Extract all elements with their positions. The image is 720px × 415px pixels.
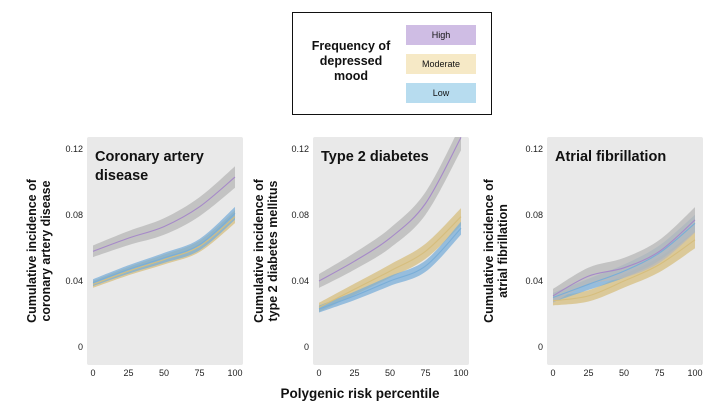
y-tick-label: 0.08 xyxy=(525,210,543,220)
ci-band-high xyxy=(93,166,235,258)
y-axis-label: Cumulative incidence of xyxy=(25,178,39,323)
y-tick-label: 0.12 xyxy=(291,144,309,154)
legend-title-line: Frequency of xyxy=(311,39,391,53)
y-axis-label: Cumulative incidence of xyxy=(482,178,496,323)
y-tick-label: 0.04 xyxy=(291,276,309,286)
plot-area xyxy=(92,166,236,288)
series-line-low xyxy=(318,227,462,310)
chart-panel: 0 0.04 0.08 0.12 0 25 50 75 100 Coronary artery di… xyxy=(25,137,243,378)
x-tick-label: 25 xyxy=(123,368,133,378)
y-tick-label: 0.04 xyxy=(65,276,83,286)
x-tick-label: 0 xyxy=(90,368,95,378)
panel-title: Atrial fibrillation xyxy=(555,149,666,165)
series-line-high xyxy=(552,219,696,297)
x-tick-label: 25 xyxy=(349,368,359,378)
legend-entry-high: High xyxy=(406,25,476,45)
y-tick-label: 0 xyxy=(304,342,309,352)
y-tick-label: 0.08 xyxy=(291,210,309,220)
x-tick-label: 25 xyxy=(583,368,593,378)
legend-title: Frequency of depressed mood xyxy=(299,39,403,84)
y-tick-label: 0.12 xyxy=(65,144,83,154)
y-axis-label: atrial fibrillation xyxy=(496,204,510,298)
legend-label-low: Low xyxy=(432,88,450,98)
legend-title-line: depressed xyxy=(319,54,383,68)
plot-background xyxy=(547,137,703,365)
x-tick-label: 75 xyxy=(420,368,430,378)
plot-area xyxy=(318,137,462,313)
ci-band-high xyxy=(553,207,695,303)
panel-title: Type 2 diabetes xyxy=(321,149,429,165)
chart-panel: 0 0.04 0.08 0.12 0 25 50 75 100 Atrial fibrillati… xyxy=(482,137,703,378)
x-tick-label: 100 xyxy=(453,368,468,378)
y-axis-label: coronary artery disease xyxy=(39,180,53,321)
y-axis-label: type 2 diabetes mellitus xyxy=(266,180,280,321)
x-tick-label: 50 xyxy=(619,368,629,378)
y-tick-label: 0 xyxy=(538,342,543,352)
legend-entry-low: Low xyxy=(406,83,476,103)
plot-area xyxy=(552,207,696,306)
ci-band-moderate xyxy=(319,208,461,312)
y-tick-label: 0.04 xyxy=(525,276,543,286)
legend-entry-moderate: Moderate xyxy=(406,54,476,74)
ci-band-moderate xyxy=(553,231,695,306)
series-line-moderate xyxy=(92,216,236,285)
y-tick-label: 0 xyxy=(78,342,83,352)
x-axis-label: Polygenic risk percentile xyxy=(280,386,440,401)
legend-label-moderate: Moderate xyxy=(421,59,461,69)
x-tick-label: 50 xyxy=(385,368,395,378)
legend-title-line: mood xyxy=(333,69,369,83)
ci-band-low xyxy=(93,206,235,287)
x-tick-label: 75 xyxy=(654,368,664,378)
y-axis-label: Cumulative incidence of xyxy=(252,178,266,323)
series-line-low xyxy=(552,222,696,299)
x-tick-label: 75 xyxy=(194,368,204,378)
x-tick-label: 100 xyxy=(687,368,702,378)
series-line-high xyxy=(318,137,462,282)
chart-panel: 0 0.04 0.08 0.12 0 25 50 75 100 Type 2 diabetes Cu… xyxy=(252,137,469,378)
legend: Frequency of depressed mood High Moderat… xyxy=(292,12,492,115)
legend-label-high: High xyxy=(431,30,451,40)
y-tick-label: 0.12 xyxy=(525,144,543,154)
x-tick-label: 0 xyxy=(316,368,321,378)
panel-title: disease xyxy=(95,168,148,184)
series-line-moderate xyxy=(318,216,462,308)
panel-title: Coronary artery xyxy=(95,149,204,165)
y-tick-label: 0.08 xyxy=(65,210,83,220)
figure-panels: 0 0.04 0.08 0.12 0 25 50 75 100 Coronary artery di… xyxy=(25,137,703,378)
series-line-moderate xyxy=(552,239,696,302)
x-tick-label: 100 xyxy=(227,368,242,378)
x-tick-label: 50 xyxy=(159,368,169,378)
series-line-high xyxy=(92,176,236,252)
x-tick-label: 0 xyxy=(550,368,555,378)
series-line-low xyxy=(92,212,236,284)
